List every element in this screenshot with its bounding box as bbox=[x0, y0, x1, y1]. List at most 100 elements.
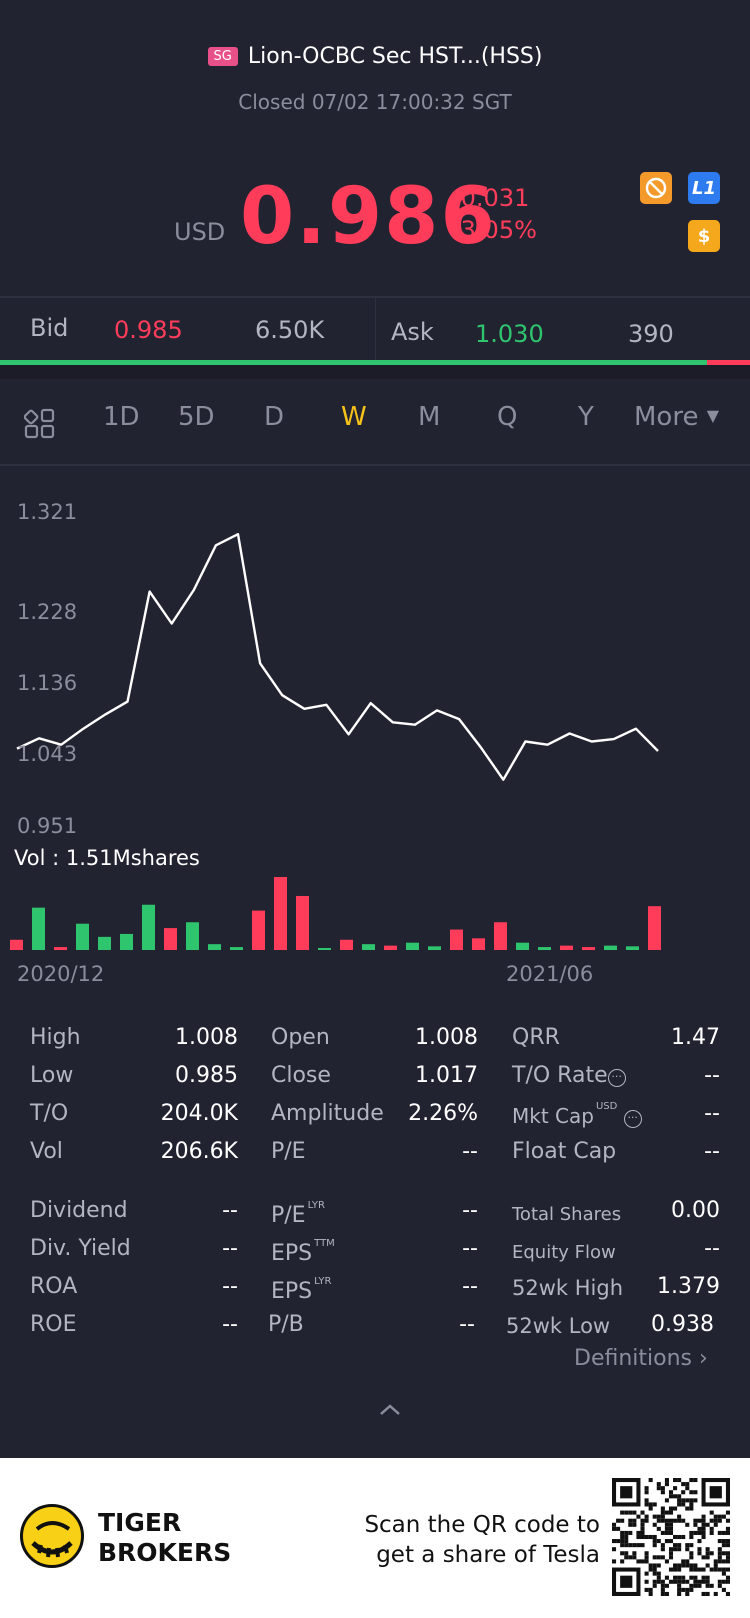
tab-y[interactable]: Y bbox=[578, 402, 594, 432]
stat-close: 1.017 bbox=[415, 1063, 478, 1088]
price-chart[interactable] bbox=[0, 0, 750, 1000]
qr-module bbox=[677, 1518, 682, 1523]
qr-module bbox=[689, 1587, 694, 1592]
qr-module bbox=[660, 1579, 665, 1584]
qr-module bbox=[660, 1486, 665, 1491]
qr-module bbox=[685, 1547, 690, 1552]
qr-module bbox=[685, 1559, 690, 1564]
qr-module bbox=[636, 1534, 641, 1540]
qr-module bbox=[640, 1559, 645, 1564]
stat-torate[interactable]: T/O Rate ··· bbox=[512, 1063, 626, 1088]
volume-bar bbox=[252, 910, 265, 950]
qr-module bbox=[648, 1506, 653, 1511]
qr-code-icon[interactable] bbox=[612, 1478, 730, 1596]
tab-d[interactable]: D bbox=[264, 402, 285, 432]
volume-bar bbox=[318, 948, 331, 950]
stat-high: 1.008 bbox=[175, 1025, 238, 1050]
qr-module bbox=[660, 1555, 665, 1560]
tab-m[interactable]: M bbox=[418, 402, 441, 432]
divider bbox=[0, 296, 750, 298]
tab-w[interactable]: W bbox=[341, 402, 367, 432]
tab-5d[interactable]: 5D bbox=[178, 402, 215, 432]
qr-module bbox=[628, 1510, 633, 1515]
qr-module bbox=[725, 1567, 730, 1572]
promo-line: get a share of Tesla bbox=[376, 1542, 600, 1568]
volume-bar bbox=[54, 947, 67, 950]
qr-module bbox=[673, 1478, 678, 1483]
qr-module bbox=[689, 1551, 694, 1556]
qr-module bbox=[725, 1579, 730, 1584]
bid-ask-separator bbox=[375, 298, 376, 360]
volume-label: Vol : 1.51Mshares bbox=[14, 846, 200, 870]
qr-module bbox=[664, 1575, 669, 1580]
qr-module bbox=[636, 1543, 641, 1548]
bid-size: 6.50K bbox=[255, 316, 325, 344]
qr-module bbox=[685, 1498, 690, 1503]
qr-module bbox=[725, 1575, 730, 1580]
qr-module bbox=[644, 1502, 649, 1507]
section-gap bbox=[0, 365, 750, 379]
bid-price: 0.985 bbox=[114, 316, 183, 344]
tab-1d[interactable]: 1D bbox=[103, 402, 140, 432]
qr-module bbox=[709, 1526, 714, 1531]
stat-label: Low bbox=[30, 1063, 74, 1088]
qr-module bbox=[664, 1526, 669, 1531]
stat-mktcap[interactable]: Mkt Cap USD ··· bbox=[512, 1101, 642, 1128]
qr-module bbox=[721, 1571, 726, 1576]
stat-total-shares: 0.00 bbox=[671, 1198, 720, 1223]
qr-module bbox=[717, 1539, 722, 1544]
qr-module bbox=[697, 1579, 702, 1584]
tab-q[interactable]: Q bbox=[497, 402, 518, 432]
qr-module bbox=[624, 1539, 629, 1544]
qr-module bbox=[668, 1494, 674, 1499]
volume-bar bbox=[274, 877, 287, 950]
qr-module bbox=[685, 1579, 690, 1584]
chevron-up-icon[interactable] bbox=[375, 1400, 405, 1420]
qr-module bbox=[701, 1591, 706, 1596]
qr-module bbox=[713, 1518, 718, 1523]
stat-equity-flow: -- bbox=[704, 1236, 720, 1261]
qr-module bbox=[628, 1530, 633, 1535]
qr-module bbox=[725, 1539, 730, 1544]
qr-module bbox=[612, 1522, 617, 1527]
qr-module bbox=[681, 1482, 686, 1487]
y-tick: 1.228 bbox=[17, 600, 78, 624]
qr-module bbox=[616, 1526, 621, 1531]
qr-module bbox=[668, 1530, 674, 1535]
definitions-link[interactable]: Definitions › bbox=[574, 1346, 708, 1371]
qr-module bbox=[717, 1514, 722, 1519]
y-tick: 1.321 bbox=[17, 500, 78, 524]
qr-module bbox=[701, 1518, 706, 1523]
qr-module bbox=[628, 1518, 633, 1523]
no-short-icon[interactable] bbox=[640, 172, 672, 204]
qr-module bbox=[664, 1518, 669, 1523]
qr-module bbox=[612, 1559, 617, 1564]
qr-module bbox=[693, 1563, 698, 1568]
qr-module bbox=[664, 1591, 669, 1596]
qr-module bbox=[713, 1514, 718, 1519]
dollar-icon[interactable]: $ bbox=[688, 220, 720, 252]
qr-module bbox=[689, 1567, 694, 1572]
qr-module bbox=[656, 1571, 661, 1576]
stat-pe-lyr-value: -- bbox=[462, 1198, 478, 1223]
stat-label: P/E bbox=[271, 1203, 306, 1228]
qr-module bbox=[656, 1555, 661, 1560]
qr-module bbox=[664, 1559, 669, 1564]
qr-module bbox=[668, 1518, 674, 1523]
qr-module bbox=[668, 1551, 674, 1556]
level1-icon[interactable]: L1 bbox=[688, 172, 720, 204]
qr-module bbox=[644, 1518, 649, 1523]
stat-label: Float Cap bbox=[512, 1139, 617, 1164]
qr-module bbox=[701, 1579, 706, 1584]
qr-module bbox=[624, 1551, 629, 1556]
promo-footer: TIGER BROKERS Scan the QR code to get a … bbox=[0, 1458, 750, 1618]
tab-more[interactable]: More ▼ bbox=[634, 402, 719, 432]
qr-module bbox=[652, 1583, 657, 1588]
qr-module bbox=[681, 1575, 686, 1580]
qr-module bbox=[660, 1587, 665, 1592]
volume-bar bbox=[538, 947, 551, 950]
layout-grid-icon[interactable] bbox=[23, 408, 56, 447]
qr-module bbox=[660, 1514, 665, 1519]
qr-module bbox=[717, 1530, 722, 1535]
volume-bar bbox=[340, 939, 353, 950]
